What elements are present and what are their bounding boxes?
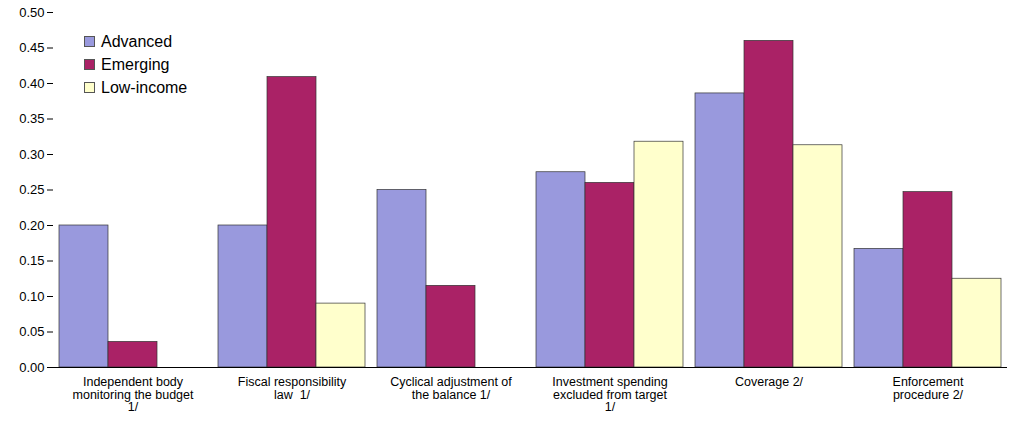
svg-text:0.05: 0.05 bbox=[19, 324, 44, 339]
svg-text:0.45: 0.45 bbox=[19, 40, 44, 55]
svg-text:Investment spendingexcluded fr: Investment spendingexcluded from target1… bbox=[552, 375, 667, 414]
svg-text:0.35: 0.35 bbox=[19, 111, 44, 126]
svg-text:0.30: 0.30 bbox=[19, 147, 44, 162]
svg-text:Fiscal responsibilitylaw 1/: Fiscal responsibilitylaw 1/ bbox=[238, 375, 347, 402]
svg-text:0.25: 0.25 bbox=[19, 182, 44, 197]
svg-text:Cyclical adjustment ofthe bala: Cyclical adjustment ofthe balance 1/ bbox=[390, 375, 512, 402]
svg-text:0.10: 0.10 bbox=[19, 289, 44, 304]
svg-text:0.15: 0.15 bbox=[19, 253, 44, 268]
svg-text:Independent bodymonitoring the: Independent bodymonitoring the budget1/ bbox=[73, 375, 194, 414]
svg-text:0.20: 0.20 bbox=[19, 218, 44, 233]
svg-text:Coverage 2/: Coverage 2/ bbox=[735, 375, 804, 389]
html-text:Advanced: Advanced bbox=[101, 32, 173, 50]
svg-text:0.00: 0.00 bbox=[19, 360, 44, 375]
svg-text:Enforcementprocedure 2/: Enforcementprocedure 2/ bbox=[893, 375, 964, 402]
html-text:Low-income: Low-income bbox=[101, 78, 188, 96]
svg-text:0.50: 0.50 bbox=[19, 5, 44, 20]
svg-text:0.40: 0.40 bbox=[19, 76, 44, 91]
html-text:Emerging: Emerging bbox=[101, 55, 170, 73]
